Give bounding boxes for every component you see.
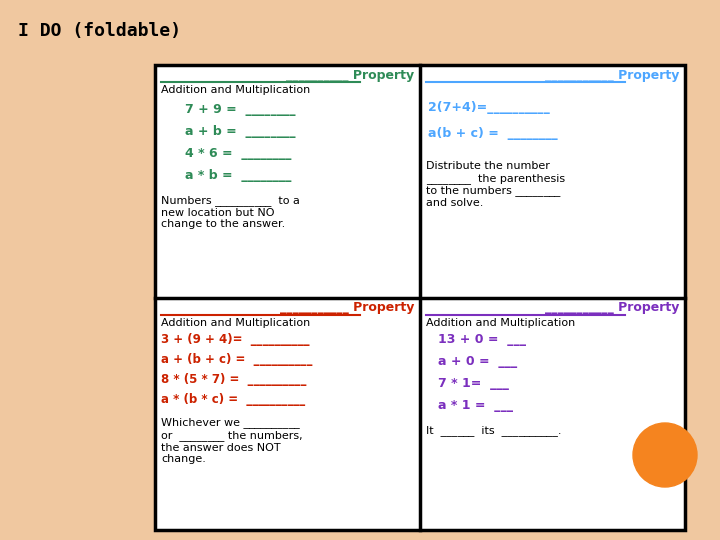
Bar (155, 65, 685, 530)
Text: I DO (foldable): I DO (foldable) (18, 22, 181, 40)
Text: ___________ Property: ___________ Property (544, 301, 679, 314)
Text: 7 * 1=  ___: 7 * 1= ___ (438, 377, 509, 390)
Text: 4 * 6 =  ________: 4 * 6 = ________ (185, 147, 292, 160)
Text: Numbers __________  to a
new location but NO
change to the answer.: Numbers __________ to a new location but… (161, 195, 300, 229)
Text: Addition and Multiplication: Addition and Multiplication (426, 318, 575, 327)
Text: Addition and Multiplication: Addition and Multiplication (161, 318, 310, 327)
Text: a + (b + c) =  __________: a + (b + c) = __________ (161, 354, 312, 367)
Circle shape (633, 423, 697, 487)
Text: a * 1 =  ___: a * 1 = ___ (438, 400, 513, 413)
Text: 3 + (9 + 4)=  __________: 3 + (9 + 4)= __________ (161, 334, 310, 347)
Text: a * (b * c) =  __________: a * (b * c) = __________ (161, 394, 305, 407)
Text: __________ Property: __________ Property (286, 69, 414, 82)
Text: Addition and Multiplication: Addition and Multiplication (161, 85, 310, 95)
Text: 8 * (5 * 7) =  __________: 8 * (5 * 7) = __________ (161, 374, 307, 387)
Text: 2(7+4)=__________: 2(7+4)=__________ (428, 101, 550, 114)
Text: a(b + c) =  ________: a(b + c) = ________ (428, 127, 557, 140)
Text: a + b =  ________: a + b = ________ (185, 125, 295, 138)
Text: It  ______  its  __________.: It ______ its __________. (426, 426, 562, 436)
Text: 7 + 9 =  ________: 7 + 9 = ________ (185, 103, 295, 116)
Text: ___________ Property: ___________ Property (279, 301, 414, 314)
Text: a * b =  ________: a * b = ________ (185, 169, 292, 182)
Text: a + 0 =  ___: a + 0 = ___ (438, 355, 517, 368)
Text: ___________ Property: ___________ Property (544, 69, 679, 82)
Text: Whichever we __________
or  ________ the numbers,
the answer does NOT
change.: Whichever we __________ or ________ the … (161, 417, 302, 464)
Text: Distribute the number
________  the parenthesis
to the numbers ________
and solv: Distribute the number ________ the paren… (426, 161, 565, 207)
Text: 13 + 0 =  ___: 13 + 0 = ___ (438, 334, 526, 347)
